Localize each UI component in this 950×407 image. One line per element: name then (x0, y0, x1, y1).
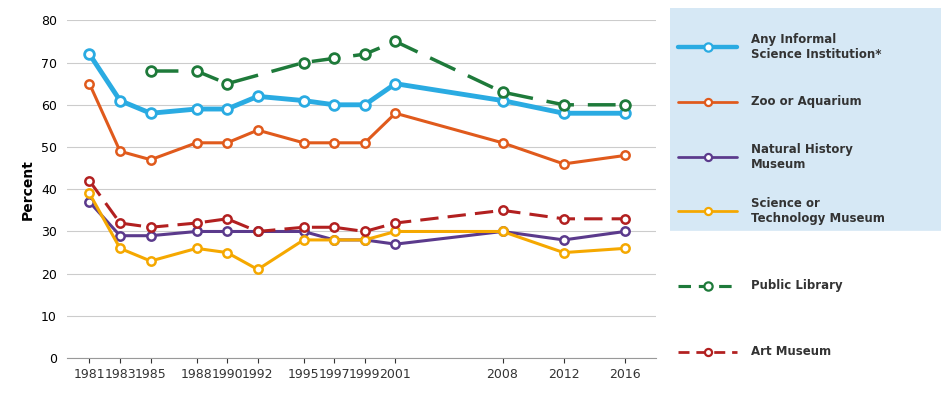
Text: Any Informal
Science Institution*: Any Informal Science Institution* (750, 33, 882, 61)
Text: Natural History
Museum: Natural History Museum (750, 142, 853, 171)
FancyBboxPatch shape (664, 0, 946, 231)
Y-axis label: Percent: Percent (21, 159, 35, 220)
Text: Public Library: Public Library (750, 279, 843, 292)
Text: Art Museum: Art Museum (750, 346, 831, 359)
Text: Zoo or Aquarium: Zoo or Aquarium (750, 95, 862, 108)
Text: Science or
Technology Museum: Science or Technology Museum (750, 197, 884, 225)
